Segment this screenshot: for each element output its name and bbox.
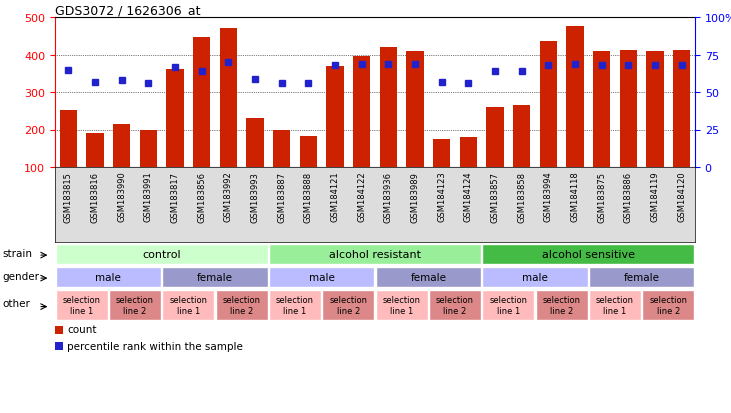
- Bar: [56, 267, 161, 287]
- Text: GSM183857: GSM183857: [491, 171, 499, 222]
- Text: male: male: [96, 272, 121, 282]
- Bar: [482, 291, 534, 320]
- Text: GSM183991: GSM183991: [144, 171, 153, 222]
- Text: GSM183886: GSM183886: [624, 171, 633, 222]
- Bar: [269, 267, 374, 287]
- Bar: [216, 291, 268, 320]
- Text: selection
line 1: selection line 1: [170, 296, 208, 315]
- Bar: [620, 50, 637, 205]
- Bar: [56, 244, 268, 264]
- Bar: [482, 244, 694, 264]
- Text: strain: strain: [3, 248, 33, 258]
- Bar: [482, 267, 588, 287]
- Text: GSM183817: GSM183817: [170, 171, 180, 222]
- Bar: [60, 111, 77, 205]
- Bar: [539, 42, 557, 205]
- Bar: [673, 50, 690, 205]
- Bar: [162, 267, 268, 287]
- Text: GSM183887: GSM183887: [277, 171, 286, 222]
- Bar: [376, 267, 481, 287]
- Bar: [486, 108, 504, 205]
- Bar: [406, 52, 424, 205]
- Bar: [376, 291, 428, 320]
- Text: GSM183888: GSM183888: [304, 171, 313, 222]
- Text: percentile rank within the sample: percentile rank within the sample: [67, 341, 243, 351]
- Bar: [646, 52, 664, 205]
- Text: GSM183875: GSM183875: [597, 171, 606, 222]
- Bar: [513, 106, 530, 205]
- Text: GSM184122: GSM184122: [357, 171, 366, 222]
- Bar: [322, 291, 374, 320]
- Bar: [300, 137, 317, 205]
- Text: alcohol resistant: alcohol resistant: [329, 249, 421, 259]
- Text: GSM184120: GSM184120: [677, 171, 686, 222]
- Bar: [567, 26, 583, 205]
- Text: count: count: [67, 325, 96, 335]
- Bar: [273, 130, 290, 205]
- Text: GSM183936: GSM183936: [384, 171, 393, 222]
- Text: male: male: [308, 272, 335, 282]
- Bar: [433, 140, 450, 205]
- Text: other: other: [3, 299, 31, 309]
- Text: selection
line 1: selection line 1: [489, 296, 527, 315]
- Text: GDS3072 / 1626306_at: GDS3072 / 1626306_at: [55, 4, 200, 17]
- Bar: [140, 131, 157, 205]
- Text: GSM184118: GSM184118: [570, 171, 580, 222]
- Text: GSM184121: GSM184121: [330, 171, 339, 222]
- Text: GSM183993: GSM183993: [251, 171, 260, 222]
- Text: GSM183992: GSM183992: [224, 171, 233, 222]
- Bar: [460, 138, 477, 205]
- Text: GSM183990: GSM183990: [117, 171, 126, 222]
- Bar: [162, 291, 214, 320]
- Text: GSM184119: GSM184119: [651, 171, 659, 222]
- Bar: [269, 291, 321, 320]
- Text: selection
line 1: selection line 1: [596, 296, 634, 315]
- Text: GSM183856: GSM183856: [197, 171, 206, 222]
- Bar: [429, 291, 481, 320]
- Bar: [353, 57, 371, 205]
- Text: male: male: [522, 272, 548, 282]
- Text: selection
line 2: selection line 2: [330, 296, 368, 315]
- Text: GSM184123: GSM184123: [437, 171, 446, 222]
- Text: selection
line 1: selection line 1: [63, 296, 101, 315]
- Text: selection
line 1: selection line 1: [276, 296, 314, 315]
- Text: alcohol sensitive: alcohol sensitive: [542, 249, 635, 259]
- Bar: [593, 52, 610, 205]
- Text: female: female: [410, 272, 447, 282]
- Bar: [86, 133, 104, 205]
- Bar: [167, 69, 183, 205]
- Text: female: female: [197, 272, 233, 282]
- Text: female: female: [624, 272, 659, 282]
- Bar: [109, 291, 161, 320]
- Text: GSM183994: GSM183994: [544, 171, 553, 222]
- Bar: [589, 267, 694, 287]
- Text: selection
line 1: selection line 1: [382, 296, 420, 315]
- Bar: [246, 119, 264, 205]
- Bar: [326, 66, 344, 205]
- Text: control: control: [143, 249, 181, 259]
- Text: selection
line 2: selection line 2: [436, 296, 474, 315]
- Bar: [220, 29, 237, 205]
- Text: selection
line 2: selection line 2: [223, 296, 261, 315]
- Text: GSM184124: GSM184124: [464, 171, 473, 222]
- Bar: [589, 291, 641, 320]
- Bar: [55, 325, 64, 334]
- Bar: [536, 291, 588, 320]
- Text: GSM183816: GSM183816: [91, 171, 99, 222]
- Text: GSM183815: GSM183815: [64, 171, 73, 222]
- Bar: [269, 244, 481, 264]
- Text: selection
line 2: selection line 2: [542, 296, 580, 315]
- Text: GSM183989: GSM183989: [411, 171, 420, 222]
- Bar: [379, 48, 397, 205]
- Bar: [643, 291, 694, 320]
- Text: gender: gender: [3, 271, 39, 281]
- Text: selection
line 2: selection line 2: [649, 296, 687, 315]
- Text: GSM183858: GSM183858: [517, 171, 526, 222]
- Bar: [56, 291, 107, 320]
- Bar: [193, 38, 211, 205]
- Bar: [113, 125, 130, 205]
- Text: selection
line 2: selection line 2: [116, 296, 154, 315]
- Bar: [55, 342, 64, 350]
